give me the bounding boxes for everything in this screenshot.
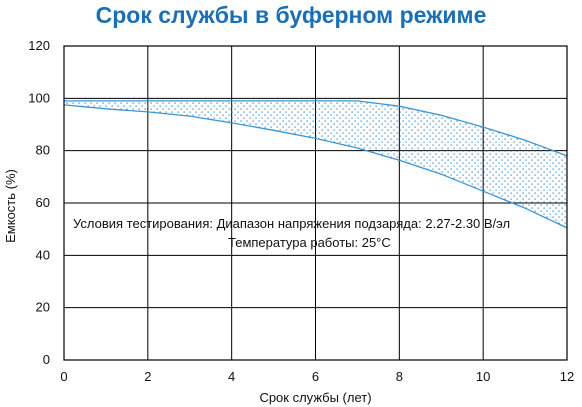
- y-tick-label-0: 0: [43, 352, 50, 367]
- y-axis-label: Емкость (%): [3, 169, 18, 243]
- x-tick-label-2: 4: [228, 369, 235, 384]
- lower-curve-line: [63, 104, 568, 229]
- y-tick-label-4: 80: [36, 143, 50, 158]
- chart-title: Срок службы в буферном режиме: [95, 2, 487, 28]
- upper-curve-line: [64, 100, 568, 157]
- y-tick-label-6: 120: [28, 38, 50, 53]
- y-tick-labels: 0 20 40 60 80 100 120: [28, 38, 50, 367]
- x-axis-label: Срок службы (лет): [259, 390, 371, 405]
- annotation-line-2: Температура работы: 25°C: [228, 235, 391, 250]
- x-tick-label-0: 0: [60, 369, 67, 384]
- y-tick-label-2: 40: [36, 247, 50, 262]
- annotation-line-1: Условия тестирования: Диапазон напряжени…: [73, 216, 510, 231]
- x-tick-label-4: 8: [396, 369, 403, 384]
- x-tick-label-6: 12: [560, 369, 574, 384]
- x-tick-label-5: 10: [476, 369, 490, 384]
- y-tick-label-5: 100: [28, 90, 50, 105]
- grid-lines: [63, 45, 568, 361]
- y-tick-label-3: 60: [36, 195, 50, 210]
- y-tick-label-1: 20: [36, 300, 50, 315]
- x-tick-label-1: 2: [144, 369, 151, 384]
- x-tick-labels: 0 2 4 6 8 10 12: [60, 369, 574, 384]
- x-tick-label-3: 6: [312, 369, 319, 384]
- plot-frame: [63, 45, 568, 361]
- capacity-band-area: [64, 100, 567, 228]
